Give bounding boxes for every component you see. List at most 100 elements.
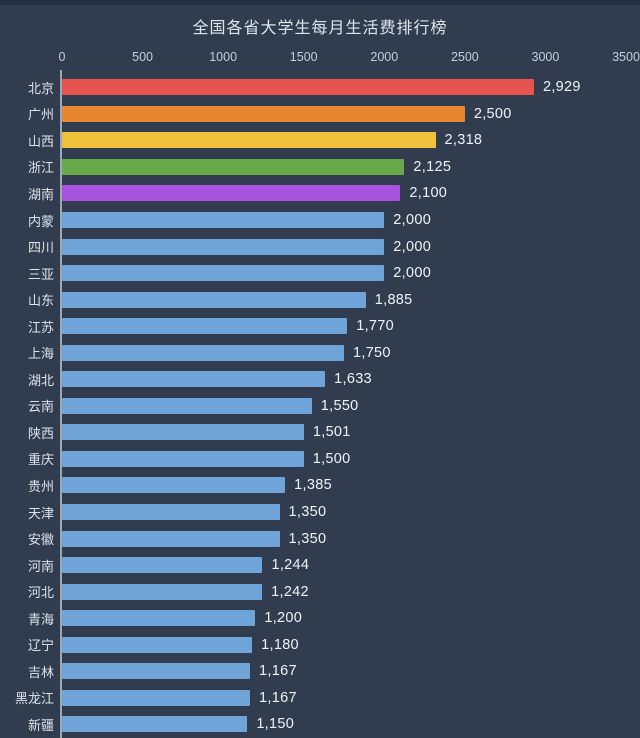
bar [62, 397, 312, 414]
bar-value-label: 2,000 [393, 265, 432, 282]
axis-tick-label: 2500 [450, 50, 479, 64]
bar-row: 天津 1,350 [0, 499, 640, 526]
bar-value-label: 2,000 [393, 238, 432, 255]
y-axis-line [60, 70, 62, 738]
bar [62, 450, 304, 467]
bar-value-label: 2,100 [409, 185, 448, 202]
bar-row: 陕西 1,501 [0, 419, 640, 446]
bar-value-label: 1,167 [259, 663, 297, 680]
bar-track: 1,500 [62, 450, 640, 467]
axis-tick-label: 3000 [531, 50, 560, 64]
axis-tick-label: 3500 [612, 50, 640, 64]
bar-track: 1,167 [62, 689, 640, 706]
category-label: 北京 [27, 80, 54, 96]
category-label: 重庆 [27, 452, 54, 468]
bar-value-label: 1,885 [374, 291, 413, 308]
bar-value-label: 1,350 [288, 530, 327, 547]
bar-track: 1,501 [62, 424, 640, 441]
bar-row: 四川 2,000 [0, 233, 640, 260]
bar-track: 1,150 [62, 716, 640, 733]
bar-row: 广州 2,500 [0, 101, 640, 128]
bar-track: 1,180 [62, 636, 640, 653]
bar-track: 1,750 [62, 344, 640, 361]
category-label: 三亚 [27, 266, 54, 282]
bar-value-label: 1,770 [356, 318, 395, 335]
bar-row: 北京 2,929 [0, 74, 640, 101]
category-label: 吉林 [27, 664, 54, 680]
category-label: 浙江 [27, 160, 54, 176]
bar-value-label: 2,125 [413, 158, 452, 175]
bar-track: 1,244 [62, 557, 640, 574]
category-label: 陕西 [27, 425, 54, 441]
bar-value-label: 2,318 [444, 132, 483, 149]
axis-tick-label: 0 [58, 50, 66, 64]
bar-track: 1,633 [62, 371, 640, 388]
axis-tick-label: 2000 [370, 50, 399, 64]
bar-value-label: 1,501 [312, 424, 351, 441]
bar [62, 530, 280, 547]
bar-row: 安徽 1,350 [0, 525, 640, 552]
bar-track: 2,929 [62, 79, 640, 96]
bar-row: 新疆 1,150 [0, 711, 640, 738]
category-label: 河北 [27, 585, 54, 601]
bar-value-label: 1,500 [312, 450, 351, 467]
bar-value-label: 1,200 [264, 610, 303, 627]
bar [62, 583, 263, 600]
category-label: 内蒙 [27, 213, 54, 229]
bar-track: 2,318 [62, 132, 640, 149]
category-label: 上海 [27, 346, 54, 362]
category-label: 辽宁 [27, 638, 54, 654]
bar-row: 湖南 2,100 [0, 180, 640, 207]
bar [62, 689, 251, 706]
bar-value-label: 1,550 [320, 397, 359, 414]
category-label: 云南 [27, 399, 54, 415]
category-label: 天津 [27, 505, 54, 521]
bar [62, 132, 436, 149]
bar [62, 371, 326, 388]
bar-value-label: 2,500 [473, 105, 512, 122]
bar [62, 344, 344, 361]
category-label: 广州 [27, 107, 54, 123]
bar-row: 重庆 1,500 [0, 446, 640, 473]
bar [62, 212, 385, 228]
bar [62, 636, 253, 653]
bar-track: 2,000 [62, 265, 640, 282]
axis-tick-label: 1500 [289, 50, 318, 64]
bar-track: 1,885 [62, 291, 640, 308]
bar [62, 504, 280, 521]
bar-row: 贵州 1,385 [0, 472, 640, 499]
bar-row: 青海 1,200 [0, 605, 640, 632]
category-label: 山东 [27, 293, 54, 309]
bar-track: 2,000 [62, 238, 640, 255]
bar-track: 2,100 [62, 185, 640, 202]
bar-row: 黑龙江 1,167 [0, 685, 640, 712]
bar [62, 105, 465, 122]
bar-value-label: 1,167 [259, 689, 297, 706]
bar-value-label: 1,350 [288, 504, 327, 521]
bar-value-label: 1,150 [256, 716, 295, 733]
category-label: 河南 [27, 558, 54, 574]
bar-track: 1,350 [62, 504, 640, 521]
bar [62, 477, 286, 494]
axis-tick-label: 500 [132, 50, 153, 64]
bar [62, 238, 385, 255]
bar-track: 1,385 [62, 477, 640, 494]
bar-track: 2,500 [62, 105, 640, 122]
bar-row: 内蒙 2,000 [0, 207, 640, 234]
bar [62, 265, 385, 282]
chart-title: 全国各省大学生每月生活费排行榜 [192, 20, 448, 37]
category-label: 四川 [27, 240, 54, 256]
category-label: 贵州 [27, 478, 54, 494]
category-label: 安徽 [27, 532, 54, 548]
bar-track: 1,550 [62, 397, 640, 414]
bar-track: 1,350 [62, 530, 640, 547]
bar [62, 318, 348, 335]
bar-track: 1,242 [62, 583, 640, 600]
top-edge-shadow [0, 0, 640, 5]
category-label: 江苏 [27, 319, 54, 335]
bar-value-label: 1,244 [271, 557, 310, 574]
bar-row: 上海 1,750 [0, 339, 640, 366]
bar [62, 424, 304, 441]
bar-value-label: 1,750 [353, 344, 391, 361]
category-label: 青海 [27, 611, 54, 627]
